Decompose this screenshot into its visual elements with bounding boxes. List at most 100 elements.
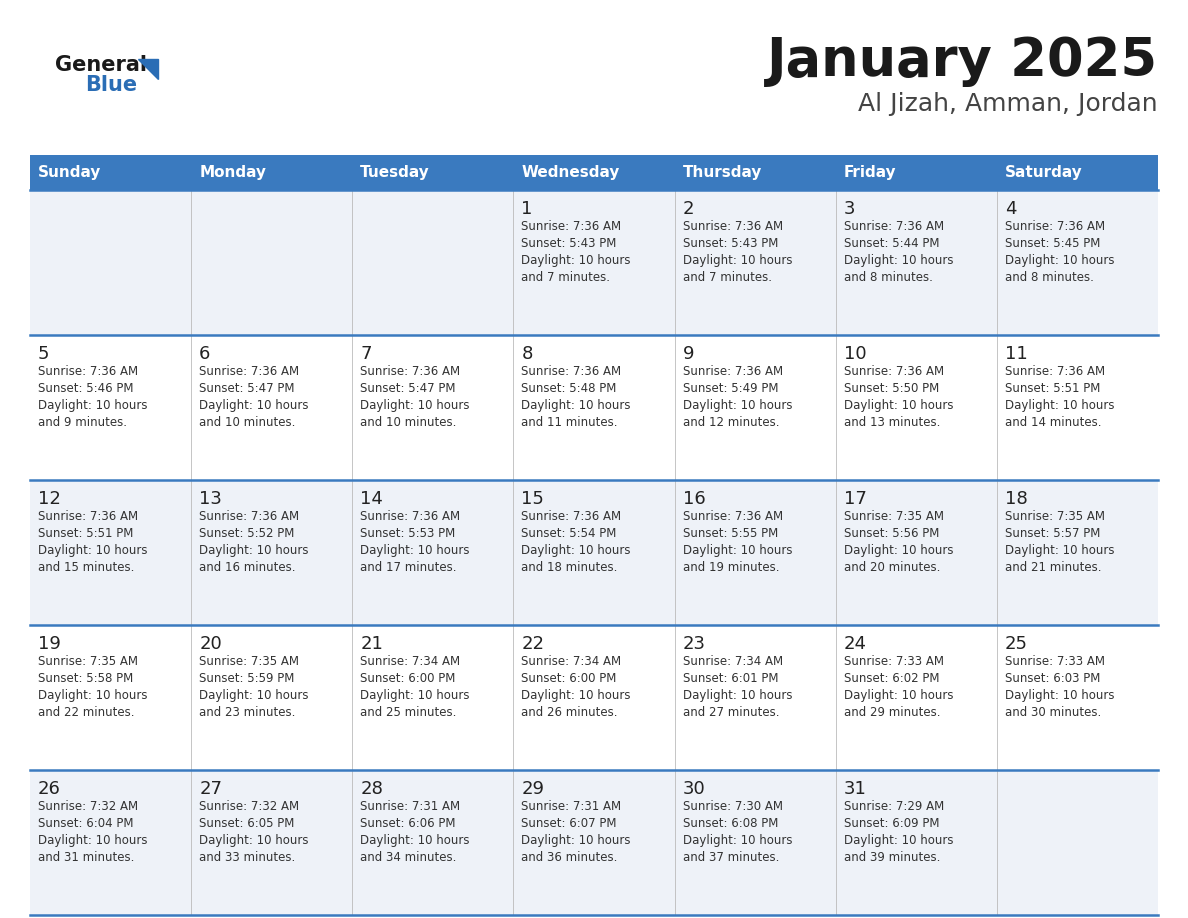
Text: 18: 18 — [1005, 490, 1028, 508]
Text: and 33 minutes.: and 33 minutes. — [200, 851, 296, 864]
Text: Sunrise: 7:36 AM: Sunrise: 7:36 AM — [843, 365, 943, 378]
Text: and 14 minutes.: and 14 minutes. — [1005, 416, 1101, 429]
Text: Sunset: 5:56 PM: Sunset: 5:56 PM — [843, 527, 939, 540]
Text: 14: 14 — [360, 490, 384, 508]
Text: Sunset: 5:55 PM: Sunset: 5:55 PM — [683, 527, 778, 540]
Text: Sunset: 5:45 PM: Sunset: 5:45 PM — [1005, 237, 1100, 250]
Text: and 12 minutes.: and 12 minutes. — [683, 416, 779, 429]
Text: Sunset: 5:59 PM: Sunset: 5:59 PM — [200, 672, 295, 685]
Text: Sunset: 6:01 PM: Sunset: 6:01 PM — [683, 672, 778, 685]
Text: Daylight: 10 hours: Daylight: 10 hours — [522, 544, 631, 557]
Text: Daylight: 10 hours: Daylight: 10 hours — [1005, 689, 1114, 702]
Text: Sunset: 5:52 PM: Sunset: 5:52 PM — [200, 527, 295, 540]
Text: 5: 5 — [38, 345, 50, 363]
Text: Sunset: 6:05 PM: Sunset: 6:05 PM — [200, 817, 295, 830]
Text: Sunset: 5:44 PM: Sunset: 5:44 PM — [843, 237, 940, 250]
Text: Sunrise: 7:34 AM: Sunrise: 7:34 AM — [522, 655, 621, 668]
Text: and 22 minutes.: and 22 minutes. — [38, 706, 134, 719]
Text: Thursday: Thursday — [683, 165, 762, 180]
Text: Sunrise: 7:35 AM: Sunrise: 7:35 AM — [1005, 510, 1105, 523]
Text: and 27 minutes.: and 27 minutes. — [683, 706, 779, 719]
Text: Tuesday: Tuesday — [360, 165, 430, 180]
Text: Sunset: 5:50 PM: Sunset: 5:50 PM — [843, 382, 939, 395]
Text: Daylight: 10 hours: Daylight: 10 hours — [200, 544, 309, 557]
Text: 25: 25 — [1005, 635, 1028, 653]
Text: and 39 minutes.: and 39 minutes. — [843, 851, 940, 864]
Text: Sunrise: 7:35 AM: Sunrise: 7:35 AM — [843, 510, 943, 523]
Text: and 8 minutes.: and 8 minutes. — [1005, 271, 1094, 284]
Text: Daylight: 10 hours: Daylight: 10 hours — [200, 834, 309, 847]
Text: Sunset: 5:54 PM: Sunset: 5:54 PM — [522, 527, 617, 540]
Text: Sunrise: 7:29 AM: Sunrise: 7:29 AM — [843, 800, 944, 813]
Text: and 37 minutes.: and 37 minutes. — [683, 851, 779, 864]
Text: Sunset: 5:47 PM: Sunset: 5:47 PM — [360, 382, 456, 395]
Text: 28: 28 — [360, 780, 384, 798]
Text: 20: 20 — [200, 635, 222, 653]
Text: Sunset: 6:08 PM: Sunset: 6:08 PM — [683, 817, 778, 830]
Text: Daylight: 10 hours: Daylight: 10 hours — [683, 834, 792, 847]
Text: Sunset: 5:51 PM: Sunset: 5:51 PM — [1005, 382, 1100, 395]
Text: Al Jizah, Amman, Jordan: Al Jizah, Amman, Jordan — [859, 92, 1158, 116]
Text: 7: 7 — [360, 345, 372, 363]
Text: and 13 minutes.: and 13 minutes. — [843, 416, 940, 429]
Text: and 17 minutes.: and 17 minutes. — [360, 561, 456, 574]
Text: and 21 minutes.: and 21 minutes. — [1005, 561, 1101, 574]
Text: Sunrise: 7:32 AM: Sunrise: 7:32 AM — [38, 800, 138, 813]
Text: Sunrise: 7:32 AM: Sunrise: 7:32 AM — [200, 800, 299, 813]
Text: and 19 minutes.: and 19 minutes. — [683, 561, 779, 574]
Text: Wednesday: Wednesday — [522, 165, 620, 180]
Text: Sunset: 6:06 PM: Sunset: 6:06 PM — [360, 817, 456, 830]
Text: Daylight: 10 hours: Daylight: 10 hours — [843, 254, 953, 267]
Text: Sunset: 6:03 PM: Sunset: 6:03 PM — [1005, 672, 1100, 685]
Text: 8: 8 — [522, 345, 532, 363]
Text: Sunrise: 7:34 AM: Sunrise: 7:34 AM — [360, 655, 461, 668]
Text: Monday: Monday — [200, 165, 266, 180]
Text: Sunset: 6:04 PM: Sunset: 6:04 PM — [38, 817, 133, 830]
Text: 15: 15 — [522, 490, 544, 508]
Text: Daylight: 10 hours: Daylight: 10 hours — [522, 254, 631, 267]
Text: Sunrise: 7:34 AM: Sunrise: 7:34 AM — [683, 655, 783, 668]
Text: Sunset: 5:57 PM: Sunset: 5:57 PM — [1005, 527, 1100, 540]
Text: Daylight: 10 hours: Daylight: 10 hours — [843, 544, 953, 557]
Text: 1: 1 — [522, 200, 532, 218]
Text: Daylight: 10 hours: Daylight: 10 hours — [38, 544, 147, 557]
Text: and 10 minutes.: and 10 minutes. — [360, 416, 456, 429]
Text: Sunset: 5:49 PM: Sunset: 5:49 PM — [683, 382, 778, 395]
Text: Sunset: 5:53 PM: Sunset: 5:53 PM — [360, 527, 455, 540]
Text: 29: 29 — [522, 780, 544, 798]
Text: and 18 minutes.: and 18 minutes. — [522, 561, 618, 574]
Text: and 16 minutes.: and 16 minutes. — [200, 561, 296, 574]
Text: Sunset: 5:48 PM: Sunset: 5:48 PM — [522, 382, 617, 395]
Bar — [30, 770, 1158, 915]
Text: Sunrise: 7:36 AM: Sunrise: 7:36 AM — [683, 220, 783, 233]
Text: Daylight: 10 hours: Daylight: 10 hours — [360, 834, 469, 847]
Text: 2: 2 — [683, 200, 694, 218]
Text: Sunrise: 7:36 AM: Sunrise: 7:36 AM — [200, 365, 299, 378]
Text: Sunrise: 7:36 AM: Sunrise: 7:36 AM — [683, 510, 783, 523]
Text: Sunrise: 7:35 AM: Sunrise: 7:35 AM — [200, 655, 299, 668]
Text: 23: 23 — [683, 635, 706, 653]
Text: Sunset: 6:00 PM: Sunset: 6:00 PM — [360, 672, 456, 685]
Text: Sunrise: 7:31 AM: Sunrise: 7:31 AM — [360, 800, 461, 813]
Text: and 11 minutes.: and 11 minutes. — [522, 416, 618, 429]
Text: and 31 minutes.: and 31 minutes. — [38, 851, 134, 864]
Text: 26: 26 — [38, 780, 61, 798]
Text: 19: 19 — [38, 635, 61, 653]
Text: Daylight: 10 hours: Daylight: 10 hours — [683, 544, 792, 557]
Text: Sunrise: 7:30 AM: Sunrise: 7:30 AM — [683, 800, 783, 813]
Text: Blue: Blue — [86, 75, 137, 95]
Text: Sunset: 6:09 PM: Sunset: 6:09 PM — [843, 817, 940, 830]
Text: January 2025: January 2025 — [767, 35, 1158, 87]
Text: Sunset: 6:07 PM: Sunset: 6:07 PM — [522, 817, 617, 830]
Text: and 36 minutes.: and 36 minutes. — [522, 851, 618, 864]
Text: Sunrise: 7:36 AM: Sunrise: 7:36 AM — [360, 365, 461, 378]
Text: Saturday: Saturday — [1005, 165, 1082, 180]
Text: Sunrise: 7:36 AM: Sunrise: 7:36 AM — [522, 510, 621, 523]
Text: Sunset: 6:00 PM: Sunset: 6:00 PM — [522, 672, 617, 685]
Text: 12: 12 — [38, 490, 61, 508]
Text: Daylight: 10 hours: Daylight: 10 hours — [200, 689, 309, 702]
Text: Sunrise: 7:33 AM: Sunrise: 7:33 AM — [1005, 655, 1105, 668]
Text: 24: 24 — [843, 635, 867, 653]
Text: Sunday: Sunday — [38, 165, 101, 180]
Text: Daylight: 10 hours: Daylight: 10 hours — [1005, 544, 1114, 557]
